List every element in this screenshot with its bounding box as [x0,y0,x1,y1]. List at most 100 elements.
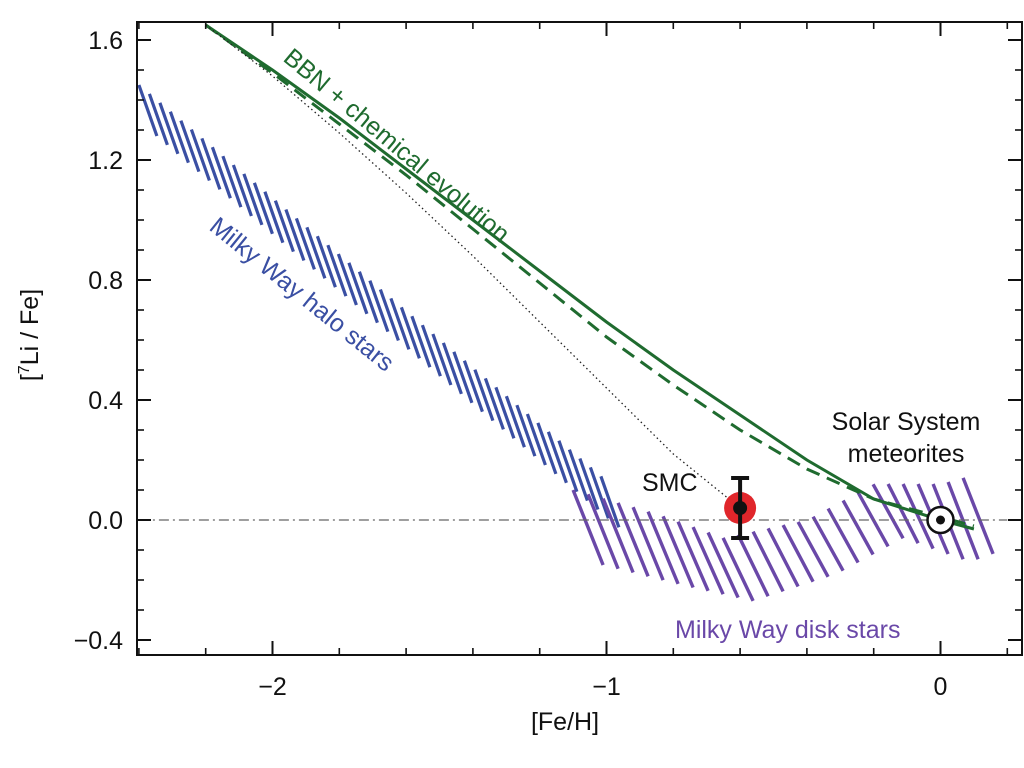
hatch-stroke [441,342,463,395]
hatch-stroke [796,521,830,578]
hatch-stroke [221,155,243,208]
hatch-band-0 [137,84,621,528]
hatch-stroke [571,489,605,566]
hatch-stroke [252,182,274,235]
dotted-line [205,24,741,509]
hatch-stroke [473,369,495,422]
hatch-stroke [886,483,920,544]
hatch-stroke [557,440,579,493]
hatch-stroke [420,324,442,377]
hatch-stroke [357,271,379,324]
hatch-stroke [368,280,390,333]
y-tick-label: −0.4 [74,627,123,655]
sun-symbol-dot [936,515,945,525]
hatch-stroke [336,253,358,306]
hatch-stroke [315,235,337,288]
hatch-stroke [961,477,995,555]
y-tick-label: 0.0 [88,507,123,535]
lines-layer [138,23,1008,531]
hatch-stroke [901,483,935,550]
hatch-stroke [305,226,327,279]
hatch-stroke [431,333,453,386]
hatch-stroke [871,483,905,540]
hatch-stroke [462,360,484,413]
hatch-stroke [515,404,537,457]
hatch-stroke [389,297,411,350]
hatch-stroke [766,527,800,588]
hatch-stroke [399,306,421,359]
hatch-stroke [751,530,785,593]
hatch-stroke [168,111,190,164]
y-axis-label-sup: 7 [16,365,33,374]
hatch-stroke [189,128,211,182]
hatch-stroke [179,120,201,173]
hatch-stroke [536,422,558,475]
bands-layer [137,84,995,602]
hatch-stroke [601,497,635,574]
hatch-stroke [599,475,621,528]
hatch-stroke [137,84,159,137]
hatch-stroke [811,515,845,572]
x-tick-label: −2 [258,673,287,701]
y-tick-label: 1.2 [88,147,123,175]
disk-label: Milky Way disk stars [675,616,900,644]
hatch-stroke [410,315,432,368]
solar-label-line1: Solar System [832,408,981,436]
x-axis-label: [Fe/H] [531,708,599,736]
hatch-stroke [158,102,180,155]
bbn-label: BBN + chemical evolution [278,43,515,248]
hatch-stroke [578,457,600,511]
y-axis-label: [7Li / Fe] [16,289,44,381]
hatch-stroke [200,137,222,190]
hatch-stroke [586,493,620,570]
bbn-dashed-line [204,23,975,528]
hatch-stroke [721,537,755,602]
hatch-stroke [826,507,860,564]
points-layer [724,476,955,540]
hatch-stroke [706,531,740,599]
y-axis-label-suffix: Li / Fe] [16,289,44,365]
y-tick-label: 0.8 [88,267,123,295]
y-axis-label-prefix: [ [16,374,44,381]
hatch-stroke [646,510,680,585]
y-tick-label: 0.4 [88,387,123,415]
plot-frame [136,21,1023,656]
hatch-stroke [504,395,526,448]
hatch-stroke [231,164,253,217]
ticks-layer: −0.4 0.0 0.4 0.8 1.2 1.6 −2 −1 0 [74,22,1022,701]
smc-marker [733,501,748,515]
hatch-stroke [294,217,316,270]
hatch-stroke [452,351,474,404]
hatch-stroke [525,413,547,466]
hatch-stroke [210,146,232,199]
hatch-stroke [326,244,348,297]
x-tick-label: −1 [592,673,621,701]
hatch-stroke [567,449,589,502]
hatch-stroke [546,431,568,484]
hatch-stroke [736,534,770,597]
hatch-stroke [588,466,610,519]
hatch-band-1 [571,477,995,602]
hatch-stroke [263,191,285,244]
hatch-stroke [616,502,650,577]
hatch-stroke [691,526,725,595]
hatch-stroke [147,93,169,146]
y-tick-label: 1.6 [88,27,123,55]
hatch-stroke [661,515,695,589]
hatch-stroke [347,262,369,315]
hatch-stroke [242,173,264,226]
hatch-stroke [273,200,295,253]
hatch-stroke [378,288,400,342]
hatch-stroke [781,524,815,583]
hatch-stroke [494,386,516,439]
x-tick-label: 0 [934,673,948,701]
hatch-stroke [483,377,505,430]
hatch-stroke [631,506,665,581]
hatch-stroke [284,208,306,262]
solar-system-point [926,505,955,535]
smc-label: SMC [642,469,698,497]
hatch-stroke [676,521,710,592]
hatch-stroke [946,481,980,560]
solar-label-line2: meteorites [848,440,965,468]
